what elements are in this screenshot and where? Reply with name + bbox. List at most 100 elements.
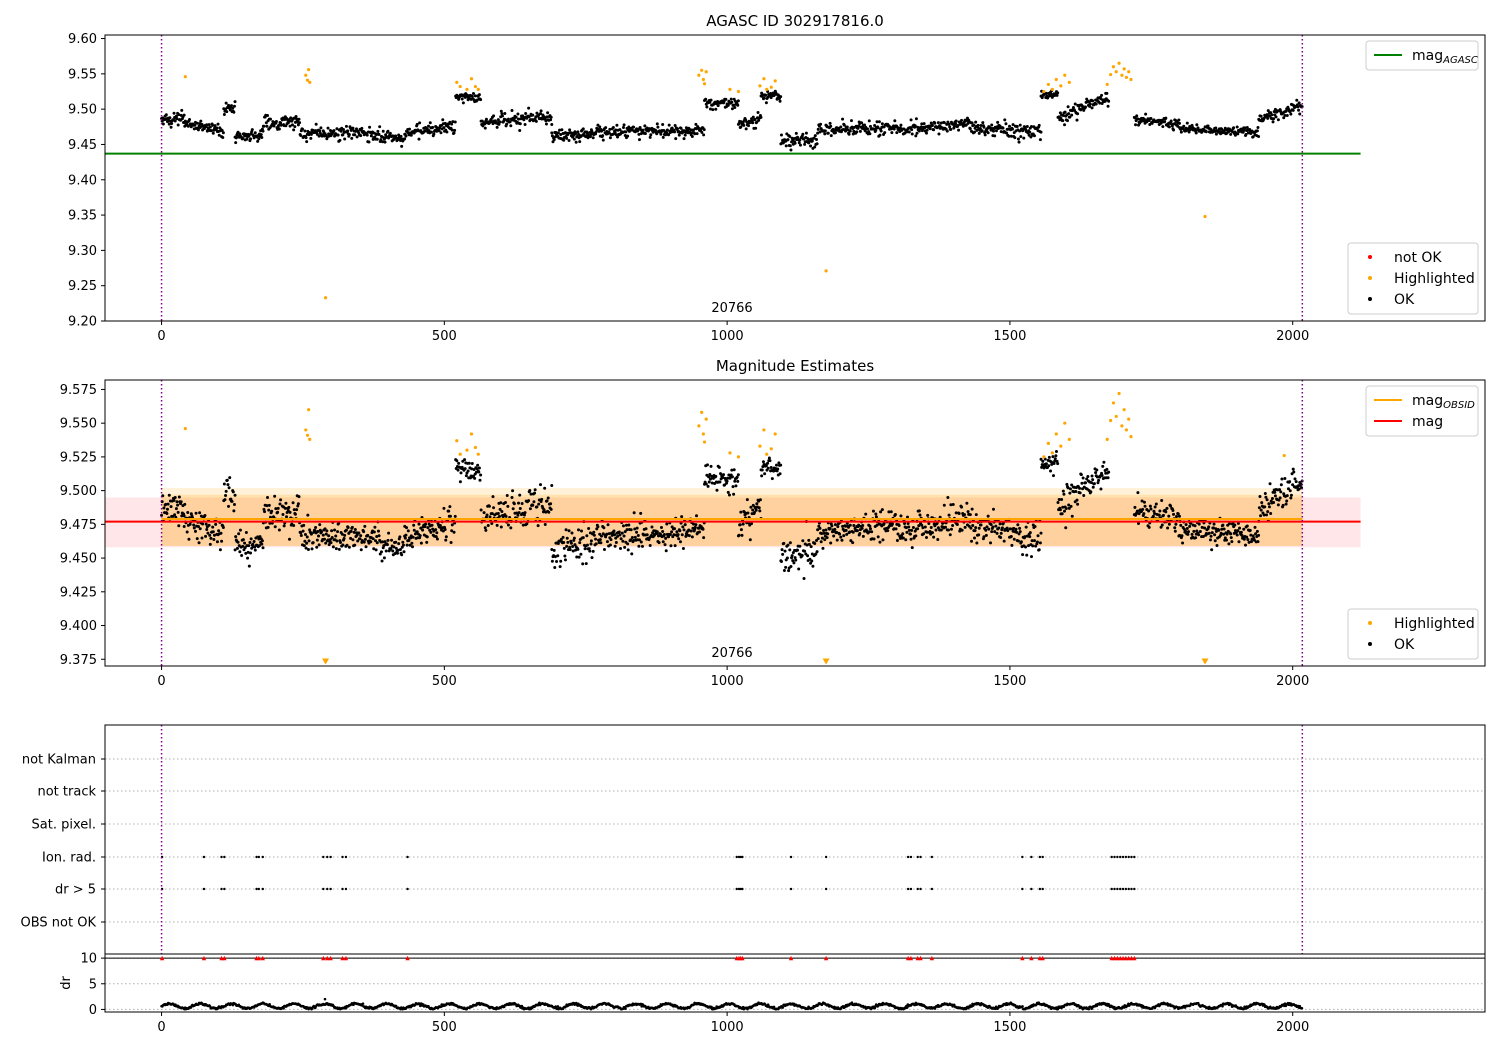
ok-point [880,508,884,512]
highlighted-point [1282,453,1286,458]
ok-point [1244,132,1248,136]
ok-point [948,125,952,129]
ok-point [196,128,200,132]
flag-category-label: not track [37,785,96,800]
ok-point [758,509,762,513]
flag-point [1113,887,1116,891]
ok-point [1078,491,1082,495]
ok-point [904,538,908,542]
ok-point [1175,514,1179,518]
ok-point [1090,106,1094,110]
ok-point [403,137,407,141]
ok-point [936,121,940,125]
ok-point [801,539,805,543]
ok-point [974,513,978,517]
flag-point [1127,887,1130,891]
ok-point [198,122,202,126]
ok-point [908,532,912,536]
ok-point [972,123,976,127]
ok-point [784,144,788,148]
ok-point [591,136,595,140]
ok-point [216,122,220,126]
ok-point [252,539,256,543]
ok-point [1166,526,1170,530]
ok-point [1063,509,1067,513]
ok-point [668,533,672,537]
ok-point [589,539,593,543]
ok-point [492,114,496,118]
highlighted-point [1124,428,1129,432]
ok-point [684,131,688,135]
ok-point [1267,505,1271,509]
ok-point [439,131,443,135]
ok-point [683,133,687,137]
ok-point [736,103,740,107]
ok-point [1058,508,1062,512]
ok-point [240,553,244,557]
ok-point [1063,110,1067,114]
ok-point [579,552,583,556]
ok-point [1147,525,1151,529]
ok-point [815,550,819,554]
ok-point [537,502,541,506]
ok-point [637,544,641,548]
ok-point [206,531,210,535]
ok-point [911,526,915,530]
ok-point [1144,112,1148,116]
y-tick-label: 9.550 [60,417,97,432]
ok-point [186,511,190,515]
ok-point [952,124,956,128]
ok-point [207,523,211,527]
ok-point [1185,527,1189,531]
ok-point [284,501,288,505]
ok-point [435,126,439,130]
ok-point [435,531,439,535]
ok-point [1018,526,1022,530]
ok-point [379,550,383,554]
ok-point [919,125,923,129]
ok-point [744,127,748,131]
ok-point [572,137,576,141]
highlighted-point [824,269,828,273]
ok-point [528,488,532,492]
ok-point [963,513,967,517]
ok-point [1285,494,1289,498]
ok-point [704,482,708,486]
y-tick-label: 9.20 [68,315,97,330]
ok-point [832,534,836,538]
ok-point [730,475,734,479]
ok-point [905,530,909,534]
ok-point [949,127,953,131]
ok-point [659,526,663,530]
flag-category-label: OBS not OK [21,916,97,931]
ok-point [614,128,618,132]
ok-point [780,548,784,552]
ok-point [499,109,503,113]
ok-point [238,550,242,554]
ok-point [1265,498,1269,502]
ok-point [497,122,501,126]
highlighted-point [1042,89,1046,94]
ok-point [602,547,606,551]
ok-point [418,121,422,125]
ok-point [917,129,921,133]
ok-point [1289,112,1293,116]
ok-point [509,124,513,128]
ok-point [951,503,955,507]
ok-point [547,510,551,514]
ok-point [779,559,783,563]
ok-point [802,576,806,580]
ok-point [448,120,452,124]
ok-point [736,473,740,477]
ok-point [406,529,410,533]
flag-point [916,855,919,859]
ok-point [1092,482,1096,486]
ok-point [200,536,204,540]
ok-point [259,133,263,137]
ok-point [584,562,588,566]
ok-point [1217,528,1221,532]
ok-point [680,515,684,519]
legend-dot-swatch [1368,621,1372,625]
